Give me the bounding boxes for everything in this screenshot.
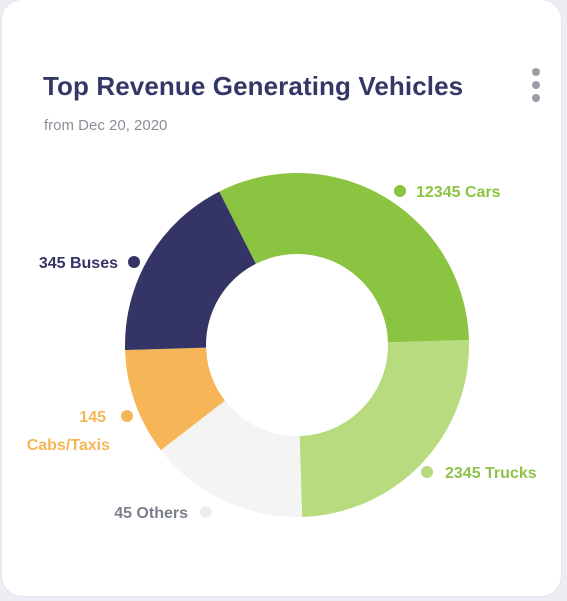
slice-label-1: 12345 Cars	[416, 184, 501, 201]
slice-label-line: 2345 Trucks	[445, 465, 537, 482]
slice-label-3: 45 Others	[114, 505, 188, 522]
donut-slice-4[interactable]	[125, 347, 225, 451]
legend-dot-5	[128, 256, 140, 268]
legend-dot-1	[394, 185, 406, 197]
donut-slice-1[interactable]	[219, 172, 469, 343]
legend-dot-3	[200, 506, 212, 518]
slice-label-2: 2345 Trucks	[445, 465, 537, 482]
slice-label-line: 345 Buses	[39, 255, 118, 272]
chart-title: Top Revenue Generating Vehicles	[43, 71, 464, 101]
donut-slice-3[interactable]	[160, 400, 303, 517]
slice-label-5: 345 Buses	[39, 255, 118, 272]
legend-dot-4	[121, 410, 133, 422]
slice-label-line: 145	[79, 409, 106, 426]
chart-subtitle: from Dec 20, 2020	[44, 117, 168, 134]
donut-slice-2[interactable]	[299, 339, 470, 517]
slice-label-line: 45 Others	[114, 505, 188, 522]
more-options-button[interactable]	[522, 66, 550, 106]
slice-label-line: 12345 Cars	[416, 184, 501, 201]
more-vertical-icon-dot	[532, 81, 540, 89]
donut-slice-5[interactable]	[125, 191, 256, 351]
more-vertical-icon	[532, 68, 540, 76]
slice-label-line: Cabs/Taxis	[27, 437, 110, 454]
more-vertical-icon-dot	[532, 94, 540, 102]
legend-dot-2	[421, 466, 433, 478]
slice-label-4: 145 Cabs/Taxis	[27, 409, 110, 454]
